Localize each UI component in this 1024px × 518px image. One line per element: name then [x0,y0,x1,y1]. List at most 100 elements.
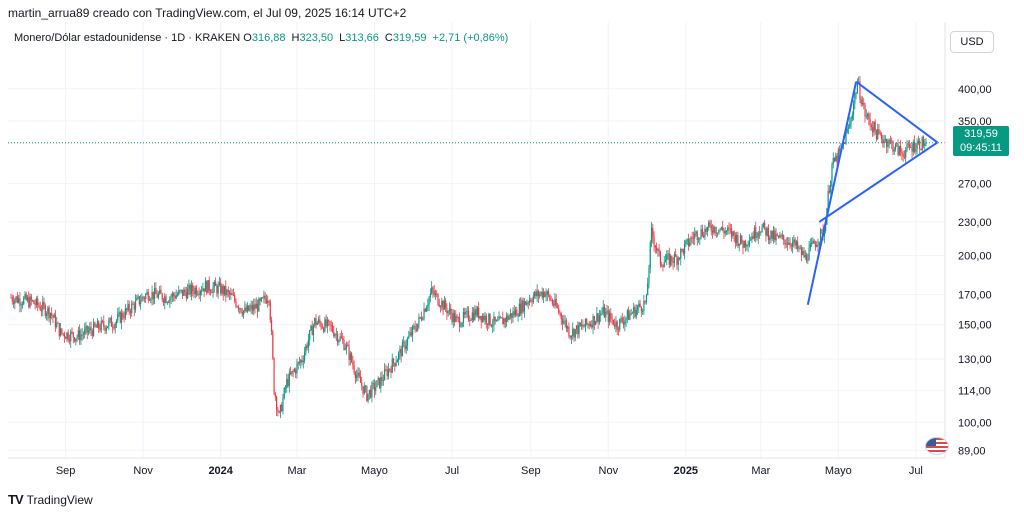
candle-body [700,229,702,238]
candle-body [437,293,439,305]
candle-body [696,231,698,240]
candle-body [798,247,800,249]
candle-body [913,141,916,152]
candle-body [272,331,274,358]
y-tick-label: 89,00 [958,445,986,457]
footer-brand[interactable]: TV TradingView [8,492,93,507]
candle-body [29,296,31,307]
candle-body [908,144,911,148]
candle-body [634,306,636,317]
candle-body [528,299,531,303]
close-label: C [384,32,393,44]
candle-body [347,344,349,347]
candle-body [713,226,715,233]
candle-body [621,318,623,322]
candle-body [903,156,906,158]
candle-body [683,243,686,254]
candle-body [752,236,754,239]
candle-body [157,293,160,298]
candle-body [624,320,626,325]
candle-body [237,306,240,310]
candle-body [897,143,899,155]
candle-body [743,240,745,248]
candle-body [748,240,750,246]
candle-body [893,149,895,152]
candle-body [887,144,889,147]
candle-body [409,332,411,336]
candle-body [758,232,761,234]
candle-body [21,304,24,305]
candle-body [511,313,513,318]
candle-body [310,325,312,331]
candle-body [823,231,825,237]
candle-body [474,309,476,320]
candle-body [489,313,491,326]
candle-body [32,300,34,302]
candle-body [183,289,185,296]
candle-body [678,257,681,260]
candle-body [258,298,260,312]
candle-body [394,362,396,367]
candle-body [171,293,173,297]
candle-body [167,302,170,304]
candle-body [194,287,196,295]
us-flag-icon[interactable] [925,437,949,455]
candle-body [630,313,632,315]
candle-body [770,230,772,238]
candle-body [687,238,689,246]
candle-body [269,301,271,321]
candle-body [231,293,233,295]
candle-body [778,235,780,238]
candle-body [428,297,430,305]
chart-attribution: martin_arrua89 creado con TradingView.co… [8,6,407,20]
candle-body [204,281,207,292]
candle-body [44,305,46,316]
candle-body [297,362,299,364]
candle-body [79,330,81,341]
candle-body [809,243,811,248]
candle-body [741,235,743,244]
candle-body [513,311,515,315]
candle-body [302,360,304,362]
candle-body [165,296,167,303]
candle-body [216,285,218,294]
candle-body [892,142,894,152]
candle-body [23,297,25,305]
candle-body [605,311,607,318]
candle-body [686,238,688,241]
candle-body [45,313,48,316]
candle-body [718,229,720,234]
triangle-pattern-line [806,81,858,305]
candle-body [811,243,813,245]
candle-body [262,297,264,299]
candle-body [514,309,517,315]
candle-body [587,323,589,325]
candle-body [901,152,903,154]
candles [10,75,927,419]
candle-body [666,254,668,261]
candle-body [84,329,86,335]
candle-body [42,301,44,311]
candle-body [805,254,808,261]
candle-body [340,336,343,339]
candle-body [518,303,520,317]
candle-body [888,139,890,145]
candle-body [476,307,479,316]
candle-body [776,234,778,236]
candle-body [281,405,283,412]
candle-body [611,318,613,320]
candle-body [600,314,602,316]
candle-body [572,328,574,336]
candle-body [719,229,721,231]
candle-body [223,285,226,295]
candle-body [602,306,604,314]
candle-body [380,376,382,388]
candle-body [217,285,219,294]
x-tick-label: Sep [521,465,541,477]
candle-body [781,235,784,237]
candle-body [592,316,594,328]
candle-body [532,296,534,303]
candle-body [93,322,95,336]
currency-button[interactable]: USD [950,31,994,53]
